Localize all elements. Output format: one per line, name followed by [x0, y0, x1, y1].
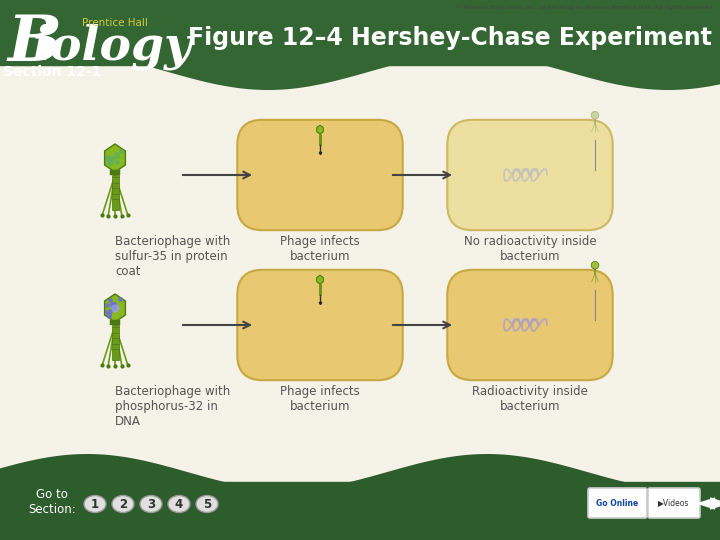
- Ellipse shape: [84, 496, 106, 512]
- Polygon shape: [317, 275, 323, 284]
- Polygon shape: [0, 0, 720, 90]
- Text: 1: 1: [91, 497, 99, 510]
- Text: iology: iology: [32, 24, 192, 70]
- Polygon shape: [104, 294, 125, 322]
- Text: ►: ►: [711, 491, 720, 515]
- Bar: [319, 134, 321, 145]
- Bar: [110, 170, 120, 175]
- Ellipse shape: [140, 496, 162, 512]
- FancyBboxPatch shape: [238, 270, 402, 380]
- Text: Section 12-1: Section 12-1: [3, 65, 102, 79]
- Polygon shape: [104, 144, 125, 172]
- Bar: [319, 284, 321, 295]
- Text: 5: 5: [203, 497, 211, 510]
- Ellipse shape: [196, 496, 218, 512]
- Polygon shape: [317, 125, 323, 134]
- FancyBboxPatch shape: [588, 488, 647, 518]
- Text: Go to
Section:: Go to Section:: [28, 488, 76, 516]
- Text: Phage infects
bacterium: Phage infects bacterium: [280, 385, 360, 413]
- Text: ◄: ◄: [696, 491, 716, 515]
- Text: 3: 3: [147, 497, 155, 510]
- Text: Phage infects
bacterium: Phage infects bacterium: [280, 235, 360, 263]
- Circle shape: [591, 111, 599, 119]
- Text: © Pearson Education, Inc., publishing as Pearson Prentice Hall. All rights reser: © Pearson Education, Inc., publishing as…: [455, 4, 715, 10]
- Ellipse shape: [112, 496, 134, 512]
- Text: Figure 12–4 Hershey-Chase Experiment: Figure 12–4 Hershey-Chase Experiment: [188, 26, 712, 50]
- Polygon shape: [0, 454, 720, 540]
- Bar: [110, 320, 120, 325]
- Text: Radioactivity inside
bacterium: Radioactivity inside bacterium: [472, 385, 588, 413]
- Polygon shape: [0, 0, 720, 65]
- Text: ▶Videos: ▶Videos: [658, 498, 690, 508]
- Text: Prentice Hall: Prentice Hall: [82, 18, 148, 28]
- Text: Bacteriophage with
phosphorus-32 in
DNA: Bacteriophage with phosphorus-32 in DNA: [115, 385, 230, 428]
- Circle shape: [591, 261, 599, 269]
- Text: No radioactivity inside
bacterium: No radioactivity inside bacterium: [464, 235, 596, 263]
- FancyBboxPatch shape: [447, 270, 613, 380]
- Text: B: B: [8, 14, 62, 75]
- Text: 2: 2: [119, 497, 127, 510]
- Bar: [112, 325, 119, 360]
- Text: Go Online: Go Online: [596, 498, 638, 508]
- FancyBboxPatch shape: [238, 120, 402, 230]
- Text: Bacteriophage with
sulfur-35 in protein
coat: Bacteriophage with sulfur-35 in protein …: [115, 235, 230, 278]
- FancyBboxPatch shape: [648, 488, 700, 518]
- FancyBboxPatch shape: [447, 120, 613, 230]
- Ellipse shape: [168, 496, 190, 512]
- Bar: [112, 175, 119, 210]
- Text: 4: 4: [175, 497, 183, 510]
- Polygon shape: [0, 482, 720, 540]
